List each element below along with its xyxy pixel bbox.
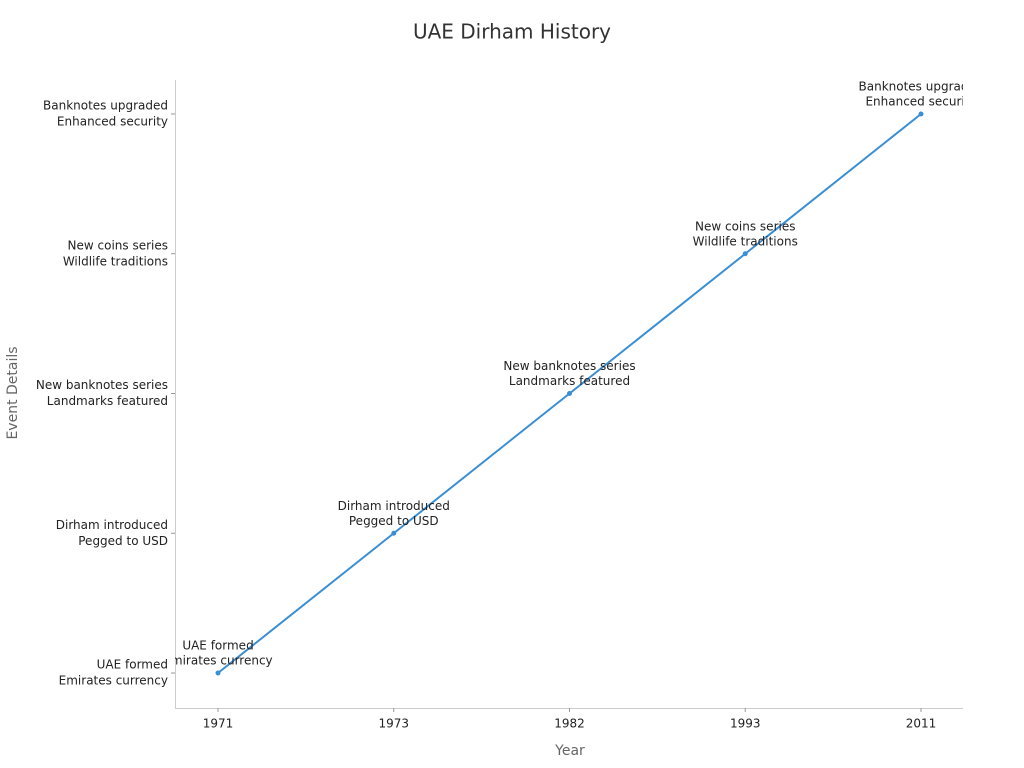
y-tick-label: Landmarks featured [47, 394, 168, 408]
data-label: Pegged to USD [349, 514, 439, 528]
x-tick-label: 2011 [906, 717, 937, 731]
x-axis-title: Year [554, 743, 585, 759]
x-tick-label: 1971 [203, 717, 234, 731]
x-tick-label: 1973 [378, 717, 409, 731]
point [567, 391, 572, 396]
point [918, 111, 924, 117]
y-tick-label: New coins series [68, 238, 168, 252]
data-label: Dirham introduced [338, 499, 450, 513]
y-tick-label: Pegged to USD [78, 534, 168, 548]
data-label: Banknotes upgraded [859, 80, 984, 94]
y-tick-label: Enhanced security [57, 115, 168, 129]
chart-title: UAE Dirham History [413, 20, 611, 44]
data-label: UAE formed [182, 639, 253, 653]
point [391, 530, 397, 536]
data-label: New banknotes series [503, 359, 635, 373]
y-tick-label: Dirham introduced [56, 518, 168, 532]
data-label: New coins series [695, 219, 795, 233]
point [742, 251, 748, 257]
data-label: Emirates currency [163, 654, 272, 668]
y-tick-label: UAE formed [97, 658, 168, 672]
x-tick-label: 1993 [730, 717, 761, 731]
y-tick-label: Banknotes upgraded [43, 99, 168, 113]
y-tick-label: Wildlife traditions [63, 254, 168, 268]
data-label: Landmarks featured [509, 374, 630, 388]
y-tick-label: New banknotes series [36, 378, 168, 392]
y-tick-label: Emirates currency [59, 674, 168, 688]
y-axis-title: Event Details [5, 346, 21, 439]
data-label: Enhanced security [865, 95, 976, 109]
data-label: Wildlife traditions [693, 234, 798, 248]
point [215, 670, 221, 676]
x-tick-label: 1982 [554, 717, 585, 731]
